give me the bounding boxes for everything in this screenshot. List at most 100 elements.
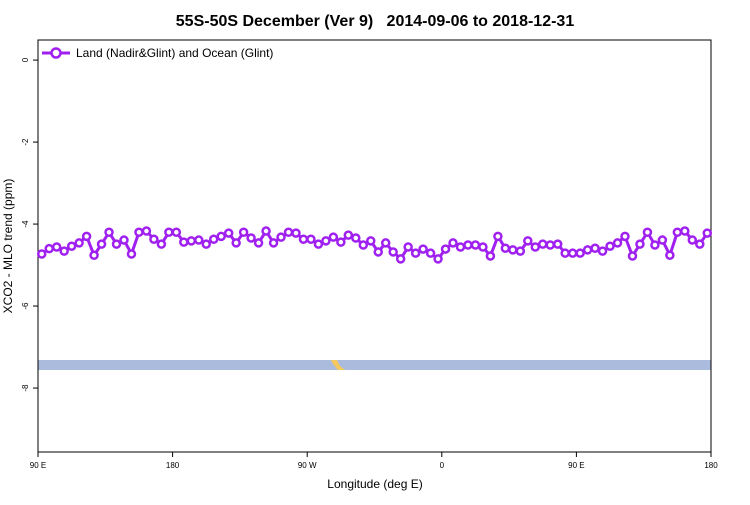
data-point xyxy=(343,230,354,240)
data-point xyxy=(208,234,219,244)
data-point xyxy=(582,245,593,255)
data-point xyxy=(96,239,107,249)
data-point xyxy=(231,238,241,248)
data-point xyxy=(328,232,339,242)
data-point xyxy=(253,238,264,248)
y-tick-label: -6 xyxy=(21,302,30,310)
data-point xyxy=(635,239,645,249)
data-point xyxy=(373,247,383,257)
data-point xyxy=(425,248,436,258)
data-point xyxy=(538,239,548,249)
data-point xyxy=(141,226,152,236)
data-point xyxy=(672,227,683,238)
data-point xyxy=(560,248,570,258)
data-point xyxy=(134,227,144,238)
data-point xyxy=(410,248,421,258)
data-point xyxy=(418,244,428,254)
data-point xyxy=(508,245,518,255)
data-point xyxy=(575,248,585,258)
data-point xyxy=(164,227,174,238)
x-tick-label: 180 xyxy=(704,461,718,470)
data-point xyxy=(590,243,600,254)
y-axis-label: XCO2 - MLO trend (ppm) xyxy=(1,179,15,314)
data-point xyxy=(74,238,84,248)
x-tick-label: 0 xyxy=(440,461,445,470)
x-tick-label: 90 W xyxy=(298,461,317,470)
data-point xyxy=(283,227,294,238)
data-point xyxy=(171,227,182,238)
data-point xyxy=(530,242,541,252)
data-point xyxy=(59,246,69,256)
data-point xyxy=(702,228,713,238)
data-point xyxy=(194,235,204,245)
data-point xyxy=(51,242,62,252)
ocean-strip xyxy=(38,360,711,370)
x-axis-label: Longitude (deg E) xyxy=(327,477,422,491)
data-point xyxy=(388,247,398,257)
data-point xyxy=(470,240,481,250)
x-tick-label: 90 E xyxy=(30,461,46,470)
data-point xyxy=(545,240,555,250)
data-point xyxy=(44,243,54,254)
data-point xyxy=(321,236,331,246)
data-point xyxy=(478,242,488,252)
chart-title: 55S-50S December (Ver 9) 2014-09-06 to 2… xyxy=(176,13,575,30)
data-point xyxy=(440,244,451,254)
data-point xyxy=(149,234,159,244)
data-point xyxy=(433,254,443,264)
data-point xyxy=(523,236,533,246)
land-strip xyxy=(331,360,345,370)
data-point xyxy=(36,249,47,259)
data-point xyxy=(104,227,114,238)
data-point xyxy=(81,231,92,242)
data-point xyxy=(223,228,234,238)
data-point xyxy=(657,235,668,245)
data-point xyxy=(358,240,369,250)
data-point xyxy=(567,248,578,258)
data-point xyxy=(366,236,376,246)
data-point xyxy=(66,241,77,251)
data-point xyxy=(695,239,705,249)
data-point xyxy=(268,238,279,248)
data-point xyxy=(455,242,466,252)
data-point xyxy=(246,233,256,243)
data-point xyxy=(485,251,496,261)
plot-frame xyxy=(37,39,712,453)
data-point xyxy=(313,239,324,249)
data-point xyxy=(261,226,271,236)
data-point xyxy=(276,232,286,242)
data-point xyxy=(238,227,249,238)
data-point xyxy=(336,237,346,247)
data-point xyxy=(493,231,503,242)
data-point xyxy=(89,250,99,260)
y-tick-label: 0 xyxy=(21,57,30,62)
data-point xyxy=(126,249,137,259)
y-tick-label: -4 xyxy=(21,220,30,228)
data-point xyxy=(627,251,638,261)
data-point xyxy=(306,234,316,244)
data-point xyxy=(380,238,391,248)
data-point xyxy=(605,241,615,251)
data-point xyxy=(552,239,563,249)
data-point xyxy=(186,236,197,246)
data-point xyxy=(515,246,526,256)
x-tick-label: 180 xyxy=(166,461,180,470)
y-tick-label: -8 xyxy=(21,384,30,392)
x-tick-label: 90 E xyxy=(568,461,584,470)
data-point xyxy=(179,237,189,247)
data-point xyxy=(687,235,698,245)
data-point xyxy=(500,243,511,254)
data-point xyxy=(665,250,675,260)
data-point xyxy=(448,238,458,248)
data-point xyxy=(680,226,690,236)
data-point xyxy=(650,240,660,250)
data-point xyxy=(620,231,630,242)
data-point xyxy=(156,239,167,249)
data-point xyxy=(216,231,226,242)
data-point xyxy=(298,234,309,244)
surface-strip xyxy=(38,360,711,370)
data-point xyxy=(395,254,406,264)
data-point xyxy=(111,239,122,249)
data-point xyxy=(463,240,473,250)
